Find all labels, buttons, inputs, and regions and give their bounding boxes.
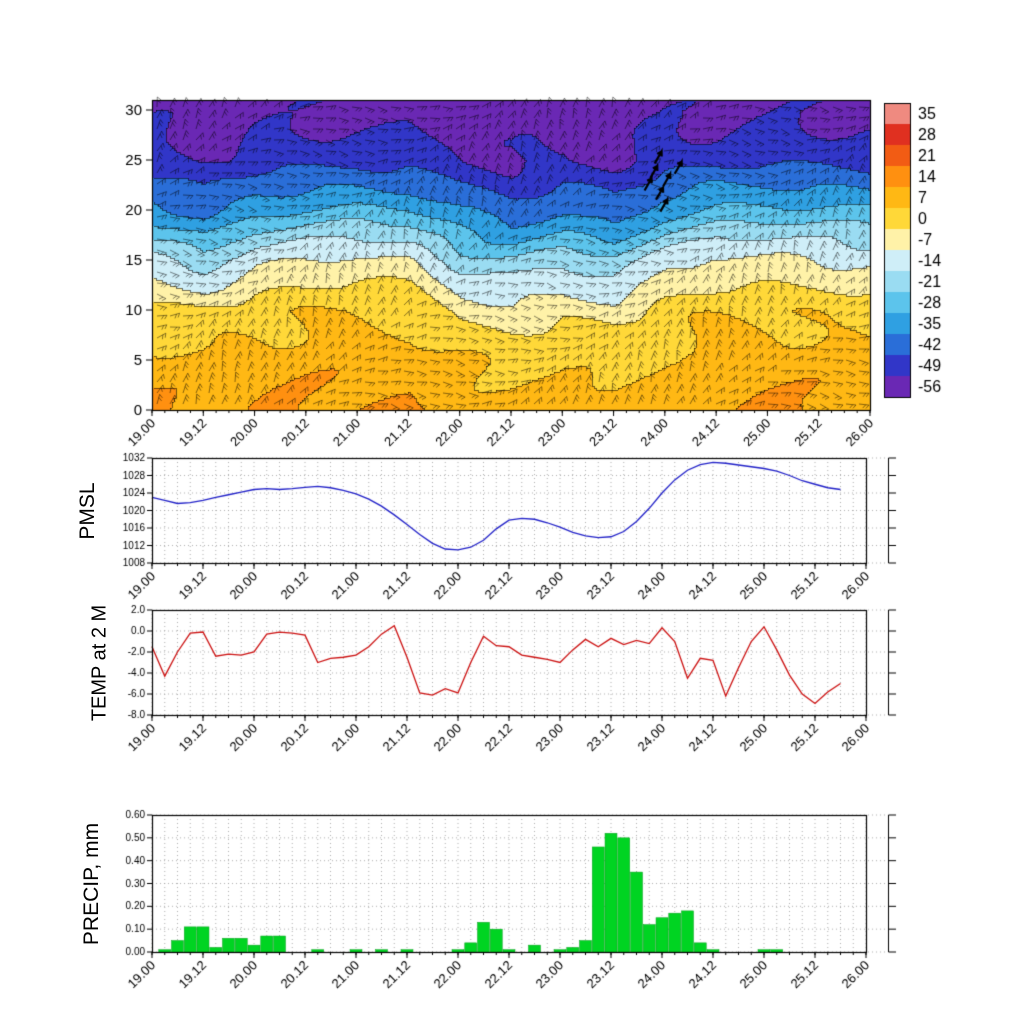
temp-axis-label: TEMP at 2 M — [88, 604, 111, 722]
precip-axis-label: PRECIP, mm — [80, 822, 103, 946]
pmsl-axis-label: PMSL — [76, 482, 99, 540]
